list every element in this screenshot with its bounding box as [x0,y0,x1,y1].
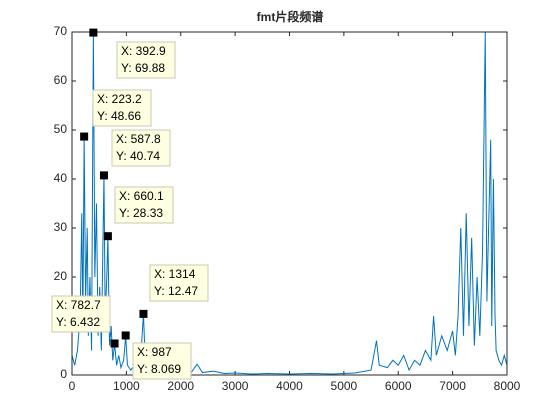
x-tick-label: 2000 [167,379,194,393]
datatip-y: Y: 48.66 [97,109,141,123]
x-tick-label: 4000 [276,379,303,393]
datatip-y: Y: 40.74 [116,149,160,163]
datatip-box [149,264,209,302]
datatip-box [51,295,111,333]
x-tick-label: 0 [69,379,76,393]
chart-title: fmt片段频谱 [257,9,324,24]
datatip-x: X: 1314 [154,267,196,281]
datatip-y: Y: 28.33 [119,206,163,220]
datatip-x: X: 392.9 [121,44,166,58]
datatip-x: X: 987 [137,345,172,359]
x-tick-label: 3000 [222,379,249,393]
datatip-box [114,186,174,224]
datatip-box [116,41,176,79]
datatip-x: X: 587.8 [116,132,161,146]
datatip-box [111,129,171,167]
datatip-marker [80,132,89,141]
y-tick-label: 20 [54,269,68,283]
x-tick-label: 1000 [113,379,140,393]
datatip-marker [99,171,108,180]
y-tick-label: 70 [54,24,68,38]
x-tick-label: 7000 [439,379,466,393]
datatip-marker [89,28,98,37]
datatip-y: Y: 8.069 [137,362,181,376]
datatip-x: X: 660.1 [119,189,164,203]
x-tick-label: 8000 [494,379,521,393]
datatip-y: Y: 12.47 [154,284,198,298]
datatip-x: X: 223.2 [97,92,142,106]
plot-frame [71,31,508,376]
datatip-marker [139,309,148,318]
datatip-x: X: 782.7 [56,298,101,312]
y-tick-label: 0 [60,367,67,381]
datatip-marker [121,331,130,340]
datatip-y: Y: 6.432 [56,315,100,329]
datatip-marker [110,339,119,348]
x-tick-label: 5000 [331,379,358,393]
datatip-y: Y: 69.88 [121,61,165,75]
y-tick-label: 30 [54,220,68,234]
datatip-box [92,89,152,127]
y-tick-label: 40 [54,171,68,185]
datatip-box [132,342,192,380]
y-tick-label: 50 [54,122,68,136]
y-tick-label: 60 [54,73,68,87]
x-tick-label: 6000 [385,379,412,393]
datatip-marker [103,232,112,241]
